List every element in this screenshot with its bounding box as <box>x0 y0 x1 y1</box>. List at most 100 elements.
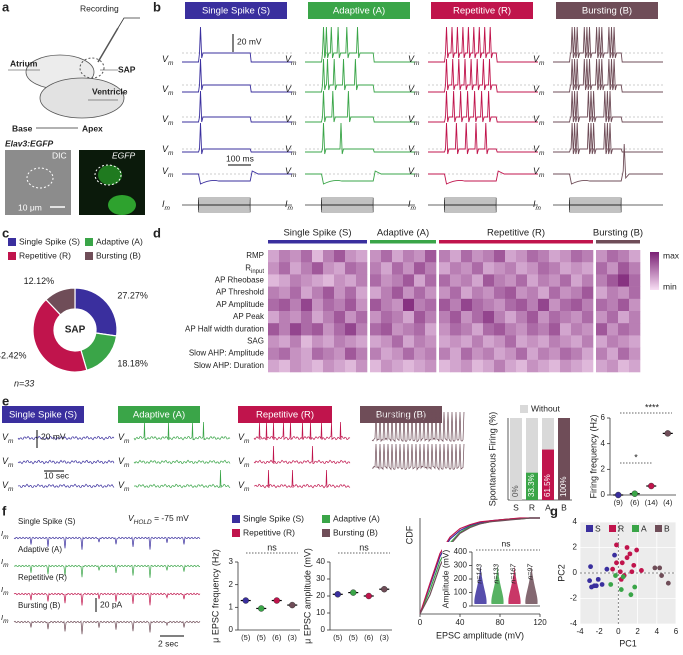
row-label-text: Slow AHP: Amplitude <box>189 349 265 358</box>
heat-cell <box>345 286 357 300</box>
heat-cell <box>461 311 473 324</box>
heat-cell <box>618 323 630 336</box>
y-tick-label: 0 <box>463 601 468 610</box>
point <box>652 565 658 571</box>
heat-cell <box>279 347 291 361</box>
y-tick-label: 400 <box>454 547 468 556</box>
heat-cell <box>618 298 630 312</box>
label-sub: m <box>414 90 420 97</box>
current-step <box>321 203 374 207</box>
group-header-text: Bursting (B) <box>582 6 632 17</box>
heat-cell <box>439 250 451 263</box>
label-main: I <box>533 199 536 209</box>
heat-cell <box>571 262 583 275</box>
label-sub: m <box>3 590 9 597</box>
trace <box>553 143 663 185</box>
heat-cell <box>461 274 473 287</box>
heat-cell <box>629 359 641 373</box>
heat-cell <box>538 335 550 348</box>
dot <box>381 586 388 593</box>
heat-cell <box>516 286 528 300</box>
group-header: Repetitive (R) <box>487 228 545 239</box>
label: Base <box>12 123 33 133</box>
heat-cell <box>549 311 561 324</box>
trace <box>253 469 351 489</box>
trace-label: Im <box>1 557 9 569</box>
label: 10 sec <box>44 470 70 480</box>
trace-label: Vm <box>162 144 174 156</box>
heat-cell <box>461 250 473 263</box>
label-sub: m <box>291 60 297 67</box>
heat-cell <box>403 298 415 312</box>
legend-swatch <box>322 515 330 523</box>
center-label: SAP <box>65 325 86 336</box>
y-tick-label: 2 <box>229 580 234 589</box>
heat-cell <box>560 298 572 312</box>
group-header <box>238 406 332 423</box>
heat-cell <box>472 250 484 263</box>
heat-cell <box>312 298 324 312</box>
label-main: V <box>2 480 9 490</box>
group-header-text: Adaptive (A) <box>333 6 385 17</box>
y-tick-label: 0 <box>321 625 326 634</box>
row-label-text: R <box>245 263 251 272</box>
panel-label: g <box>550 503 558 518</box>
heat-cell <box>414 286 426 300</box>
heat-cell <box>345 250 357 263</box>
trace <box>371 411 465 443</box>
label-sub: m <box>414 120 420 127</box>
point <box>619 560 625 566</box>
heat-cell <box>571 250 583 263</box>
heat-cell <box>290 298 302 312</box>
cell-glow <box>108 195 136 215</box>
heat-cell <box>538 286 550 300</box>
heat-cell <box>483 323 495 336</box>
sap-region <box>79 57 105 79</box>
heat-cell <box>505 274 517 287</box>
heat-cell <box>483 286 495 300</box>
heat-cell <box>392 274 404 287</box>
trace <box>305 26 415 63</box>
trace <box>428 170 538 185</box>
point <box>659 573 664 578</box>
point <box>593 583 599 589</box>
group-header <box>308 2 410 19</box>
label-main: V <box>162 54 169 64</box>
heat-cell <box>301 250 313 263</box>
label-sub: m <box>244 486 250 493</box>
y-tick-label: 2 <box>573 543 578 552</box>
heat-cell <box>549 298 561 312</box>
label-main: I <box>285 199 288 209</box>
heat-cell <box>494 311 506 324</box>
heat-cell <box>549 323 561 336</box>
heat-cell <box>392 286 404 300</box>
label-main: V <box>408 144 415 154</box>
heat-cell <box>538 323 550 336</box>
heat-cell <box>279 311 291 324</box>
trace <box>553 26 663 63</box>
x-tick-label: 2 <box>635 627 640 636</box>
heat-cell <box>414 250 426 263</box>
trace-label: Im <box>408 199 417 211</box>
heat-cell <box>425 298 437 312</box>
heat-cell <box>494 335 506 348</box>
heat-cell <box>571 323 583 336</box>
heat-cell <box>571 311 583 324</box>
heat-cell <box>607 359 619 373</box>
legend-swatch <box>520 405 528 413</box>
x-tick-label: 120 <box>533 618 547 627</box>
heat-cell <box>403 262 415 275</box>
x-tick-label: (6) <box>272 633 282 642</box>
label-main: V <box>285 54 292 64</box>
heat-cell <box>461 323 473 336</box>
group-header-text: Single Spike (S) <box>202 6 270 17</box>
dot <box>334 591 341 598</box>
label-main: V <box>2 432 9 442</box>
heat-cell <box>301 262 313 275</box>
trace-label: Vm <box>533 166 545 178</box>
heat-cell <box>279 359 291 373</box>
label-main: V <box>533 166 540 176</box>
heat-cell <box>582 335 594 348</box>
heat-cell <box>461 359 473 373</box>
